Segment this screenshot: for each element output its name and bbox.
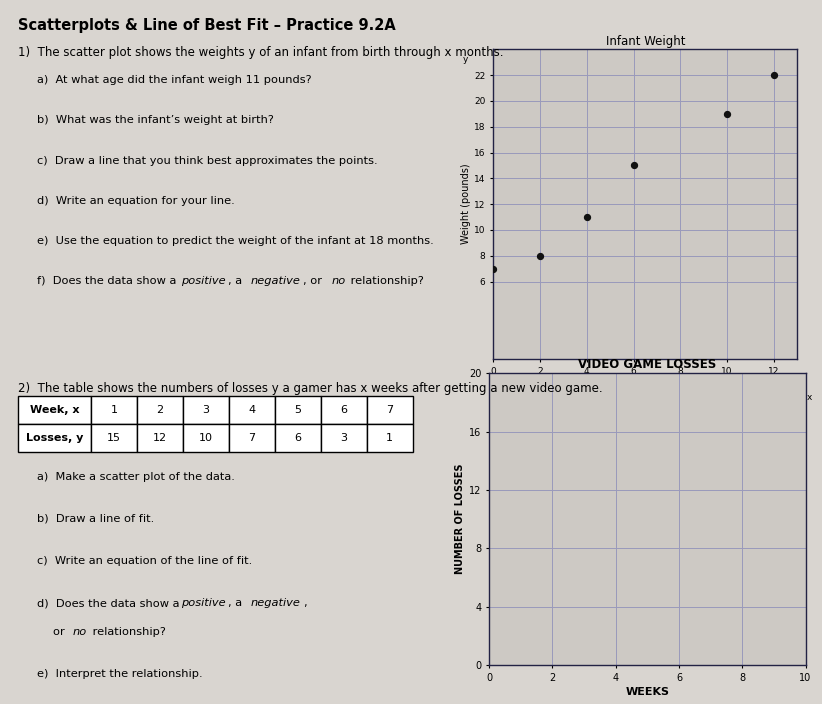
Text: 3: 3 xyxy=(340,433,347,443)
Text: f)  Does the data show a: f) Does the data show a xyxy=(37,276,180,286)
Title: VIDEO GAME LOSSES: VIDEO GAME LOSSES xyxy=(578,358,717,370)
Text: 1: 1 xyxy=(386,433,393,443)
FancyBboxPatch shape xyxy=(91,396,137,424)
FancyBboxPatch shape xyxy=(91,424,137,452)
Text: 2)  The table shows the numbers of losses y a gamer has x weeks after getting a : 2) The table shows the numbers of losses… xyxy=(18,382,603,394)
Text: 15: 15 xyxy=(107,433,121,443)
Text: c)  Draw a line that you think best approximates the points.: c) Draw a line that you think best appro… xyxy=(37,156,377,165)
Point xyxy=(627,160,640,171)
Text: 7: 7 xyxy=(386,406,393,415)
FancyBboxPatch shape xyxy=(321,424,367,452)
Text: y: y xyxy=(463,55,468,64)
Text: or: or xyxy=(53,627,69,636)
Text: d)  Does the data show a: d) Does the data show a xyxy=(37,598,183,608)
FancyBboxPatch shape xyxy=(367,424,413,452)
FancyBboxPatch shape xyxy=(367,396,413,424)
Text: 6: 6 xyxy=(340,406,347,415)
X-axis label: Age (months): Age (months) xyxy=(612,379,678,389)
Text: , a: , a xyxy=(228,598,246,608)
Point xyxy=(533,250,547,261)
Text: , a: , a xyxy=(228,276,246,286)
Text: 6: 6 xyxy=(294,433,302,443)
Text: , or: , or xyxy=(303,276,326,286)
Y-axis label: Weight (pounds): Weight (pounds) xyxy=(461,164,471,244)
Text: no: no xyxy=(72,627,86,636)
Point xyxy=(487,263,500,275)
FancyBboxPatch shape xyxy=(137,424,183,452)
Text: c)  Write an equation of the line of fit.: c) Write an equation of the line of fit. xyxy=(37,556,252,566)
Text: b)  Draw a line of fit.: b) Draw a line of fit. xyxy=(37,514,155,524)
Text: e)  Interpret the relationship.: e) Interpret the relationship. xyxy=(37,669,202,679)
Text: b)  What was the infant’s weight at birth?: b) What was the infant’s weight at birth… xyxy=(37,115,274,125)
FancyBboxPatch shape xyxy=(137,396,183,424)
Text: x: x xyxy=(806,394,812,402)
FancyBboxPatch shape xyxy=(18,396,91,424)
Text: ,: , xyxy=(303,598,307,608)
FancyBboxPatch shape xyxy=(321,396,367,424)
FancyBboxPatch shape xyxy=(183,396,229,424)
FancyBboxPatch shape xyxy=(229,396,275,424)
Point xyxy=(580,211,593,222)
Y-axis label: NUMBER OF LOSSES: NUMBER OF LOSSES xyxy=(455,464,465,574)
Text: 7: 7 xyxy=(248,433,256,443)
Text: e)  Use the equation to predict the weight of the infant at 18 months.: e) Use the equation to predict the weigh… xyxy=(37,236,434,246)
Text: a)  Make a scatter plot of the data.: a) Make a scatter plot of the data. xyxy=(37,472,235,482)
Text: negative: negative xyxy=(251,598,301,608)
Text: 5: 5 xyxy=(294,406,302,415)
Text: a)  At what age did the infant weigh 11 pounds?: a) At what age did the infant weigh 11 p… xyxy=(37,75,312,85)
Title: Infant Weight: Infant Weight xyxy=(606,35,685,48)
Text: no: no xyxy=(332,276,346,286)
Text: 2: 2 xyxy=(156,406,164,415)
FancyBboxPatch shape xyxy=(275,424,321,452)
Text: positive: positive xyxy=(181,276,225,286)
Text: 3: 3 xyxy=(202,406,210,415)
Point xyxy=(768,70,781,81)
Text: Losses, y: Losses, y xyxy=(26,433,83,443)
Text: 10: 10 xyxy=(199,433,213,443)
Point xyxy=(721,108,734,120)
Text: negative: negative xyxy=(251,276,301,286)
Text: relationship?: relationship? xyxy=(89,627,166,636)
Text: Scatterplots & Line of Best Fit – Practice 9.2A: Scatterplots & Line of Best Fit – Practi… xyxy=(18,18,396,32)
Text: relationship?: relationship? xyxy=(347,276,424,286)
FancyBboxPatch shape xyxy=(229,424,275,452)
FancyBboxPatch shape xyxy=(275,396,321,424)
Text: 1: 1 xyxy=(110,406,118,415)
Text: positive: positive xyxy=(181,598,225,608)
FancyBboxPatch shape xyxy=(183,424,229,452)
Text: 4: 4 xyxy=(248,406,256,415)
Text: d)  Write an equation for your line.: d) Write an equation for your line. xyxy=(37,196,235,206)
X-axis label: WEEKS: WEEKS xyxy=(626,687,669,697)
Text: Week, x: Week, x xyxy=(30,406,80,415)
FancyBboxPatch shape xyxy=(18,424,91,452)
Text: 1)  The scatter plot shows the weights y of an infant from birth through x month: 1) The scatter plot shows the weights y … xyxy=(18,46,504,58)
Text: 12: 12 xyxy=(153,433,167,443)
